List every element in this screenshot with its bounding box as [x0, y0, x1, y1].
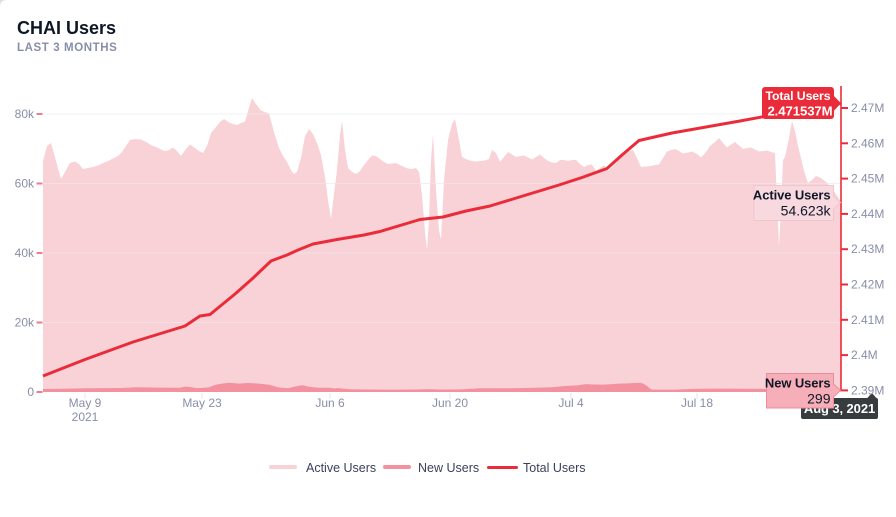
svg-text:80k: 80k — [15, 107, 35, 121]
svg-text:2.44M: 2.44M — [851, 207, 884, 221]
svg-text:20k: 20k — [15, 316, 35, 330]
svg-text:Jul 18: Jul 18 — [681, 396, 713, 410]
svg-text:Active Users: Active Users — [753, 188, 831, 203]
svg-text:60k: 60k — [15, 177, 35, 191]
svg-text:Jun 20: Jun 20 — [432, 396, 468, 410]
svg-text:2.46M: 2.46M — [851, 136, 884, 150]
svg-text:54.623k: 54.623k — [781, 203, 832, 219]
svg-text:2.39M: 2.39M — [851, 383, 884, 397]
svg-text:299: 299 — [807, 391, 831, 407]
svg-text:2.47M: 2.47M — [851, 101, 884, 115]
svg-text:2.45M: 2.45M — [851, 172, 884, 186]
svg-text:0: 0 — [27, 385, 34, 399]
svg-text:May 9: May 9 — [69, 396, 102, 410]
svg-text:2021: 2021 — [72, 410, 99, 424]
svg-text:May 23: May 23 — [182, 396, 222, 410]
svg-text:Total Users: Total Users — [766, 89, 831, 103]
svg-text:New Users: New Users — [765, 376, 831, 391]
svg-text:Jul 4: Jul 4 — [558, 396, 584, 410]
svg-text:2.43M: 2.43M — [851, 242, 884, 256]
svg-text:2.4M: 2.4M — [851, 348, 878, 362]
svg-text:2.41M: 2.41M — [851, 313, 884, 327]
svg-text:40k: 40k — [15, 246, 35, 260]
svg-text:Jun 6: Jun 6 — [315, 396, 345, 410]
svg-text:2.42M: 2.42M — [851, 278, 884, 292]
svg-text:2.471537M: 2.471537M — [767, 104, 832, 119]
